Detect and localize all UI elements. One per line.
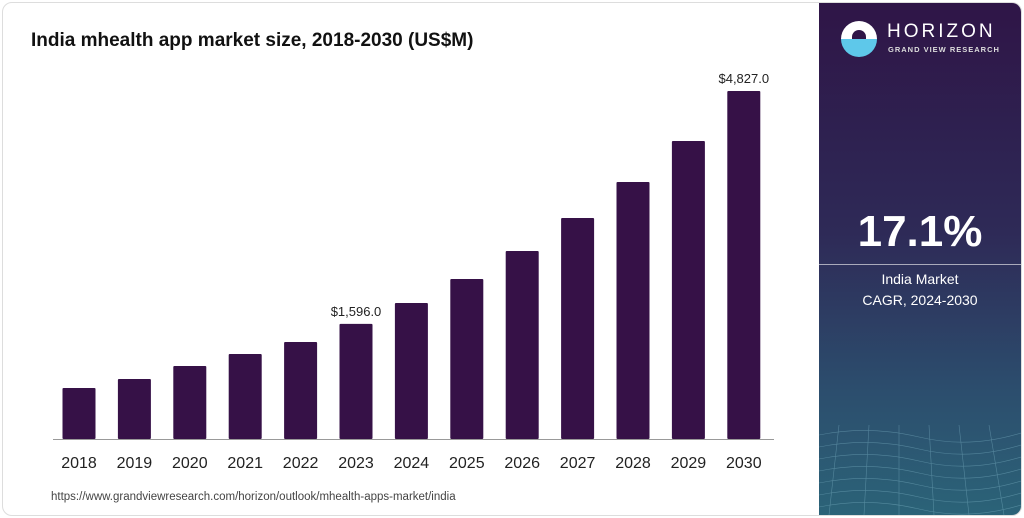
x-tick-label: 2028 — [615, 455, 651, 472]
x-tick-label: 2029 — [671, 455, 707, 472]
bar-2028 — [616, 181, 650, 439]
bar-2026 — [505, 250, 539, 439]
bar-2018 — [62, 388, 96, 439]
bar-chart: 2018 2019 2020 2021 2022 2023 $1,596.0 2024 2025… — [53, 71, 774, 472]
bar-2029 — [671, 141, 705, 439]
bar-2020 — [173, 366, 207, 439]
logo-subtitle: GRAND VIEW RESEARCH — [888, 45, 1000, 54]
chart-title: India mhealth app market size, 2018-2030… — [31, 30, 474, 51]
data-label-2023: $1,596.0 — [331, 304, 382, 319]
x-tick-label: 2024 — [394, 455, 430, 472]
divider — [819, 264, 1021, 265]
bar-2025 — [450, 279, 484, 439]
x-tick-label: 2020 — [172, 455, 208, 472]
bar-2027 — [561, 218, 595, 439]
bar-2030 — [727, 91, 761, 439]
logo-brand: HORIZON — [887, 21, 996, 42]
x-tick-label: 2023 — [338, 455, 374, 472]
bar-2021 — [228, 354, 262, 439]
x-tick-label: 2018 — [61, 455, 97, 472]
wave-pattern — [819, 425, 1021, 515]
source-url[interactable]: https://www.grandviewresearch.com/horizo… — [51, 491, 456, 503]
x-tick-label: 2030 — [726, 455, 762, 472]
x-tick-label: 2027 — [560, 455, 596, 472]
x-tick-label: 2026 — [504, 455, 540, 472]
x-tick-label: 2019 — [117, 455, 153, 472]
side-panel: HORIZON GRAND VIEW RESEARCH 17.1% India … — [819, 3, 1021, 515]
x-tick-label: 2022 — [283, 455, 319, 472]
cagr-label-line1: India Market — [881, 271, 959, 287]
data-label-2030: $4,827.0 — [718, 71, 769, 86]
bar-2024 — [394, 303, 428, 439]
horizon-sunset-icon — [841, 21, 877, 57]
x-tick-label: 2021 — [227, 455, 263, 472]
bar-2019 — [117, 379, 151, 439]
bar-2023 — [339, 323, 373, 439]
bar-2022 — [284, 342, 318, 439]
cagr-label-line2: CAGR, 2024-2030 — [862, 292, 978, 308]
cagr-value: 17.1% — [857, 207, 983, 256]
horizon-logo: HORIZON GRAND VIEW RESEARCH — [841, 21, 1011, 61]
x-tick-label: 2025 — [449, 455, 485, 472]
